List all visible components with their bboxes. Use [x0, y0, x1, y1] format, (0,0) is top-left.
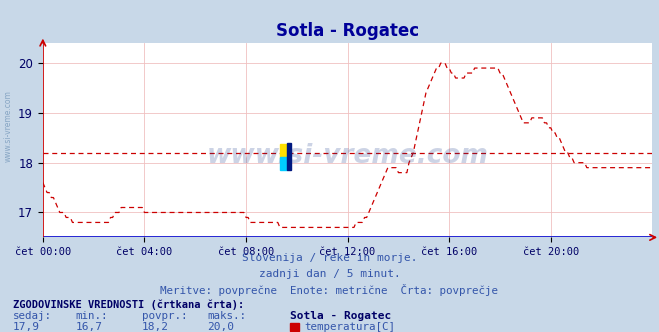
Text: www.si-vreme.com: www.si-vreme.com	[207, 143, 488, 169]
Text: ZGODOVINSKE VREDNOSTI (črtkana črta):: ZGODOVINSKE VREDNOSTI (črtkana črta):	[13, 299, 244, 310]
Bar	[287, 143, 291, 170]
Text: Slovenija / reke in morje.: Slovenija / reke in morje.	[242, 253, 417, 263]
Text: sedaj:: sedaj:	[13, 311, 52, 321]
Bar	[280, 144, 287, 158]
Text: zadnji dan / 5 minut.: zadnji dan / 5 minut.	[258, 269, 401, 279]
Text: Sotla - Rogatec: Sotla - Rogatec	[290, 311, 391, 321]
Bar	[280, 157, 287, 170]
Text: temperatura[C]: temperatura[C]	[304, 322, 395, 332]
Text: maks.:: maks.:	[208, 311, 246, 321]
Text: povpr.:: povpr.:	[142, 311, 187, 321]
Text: min.:: min.:	[76, 311, 108, 321]
Text: 18,2: 18,2	[142, 322, 169, 332]
Text: 16,7: 16,7	[76, 322, 103, 332]
Text: 20,0: 20,0	[208, 322, 235, 332]
Text: www.si-vreme.com: www.si-vreme.com	[3, 90, 13, 162]
Text: 17,9: 17,9	[13, 322, 40, 332]
Text: Meritve: povprečne  Enote: metrične  Črta: povprečje: Meritve: povprečne Enote: metrične Črta:…	[161, 284, 498, 296]
Title: Sotla - Rogatec: Sotla - Rogatec	[276, 22, 419, 40]
